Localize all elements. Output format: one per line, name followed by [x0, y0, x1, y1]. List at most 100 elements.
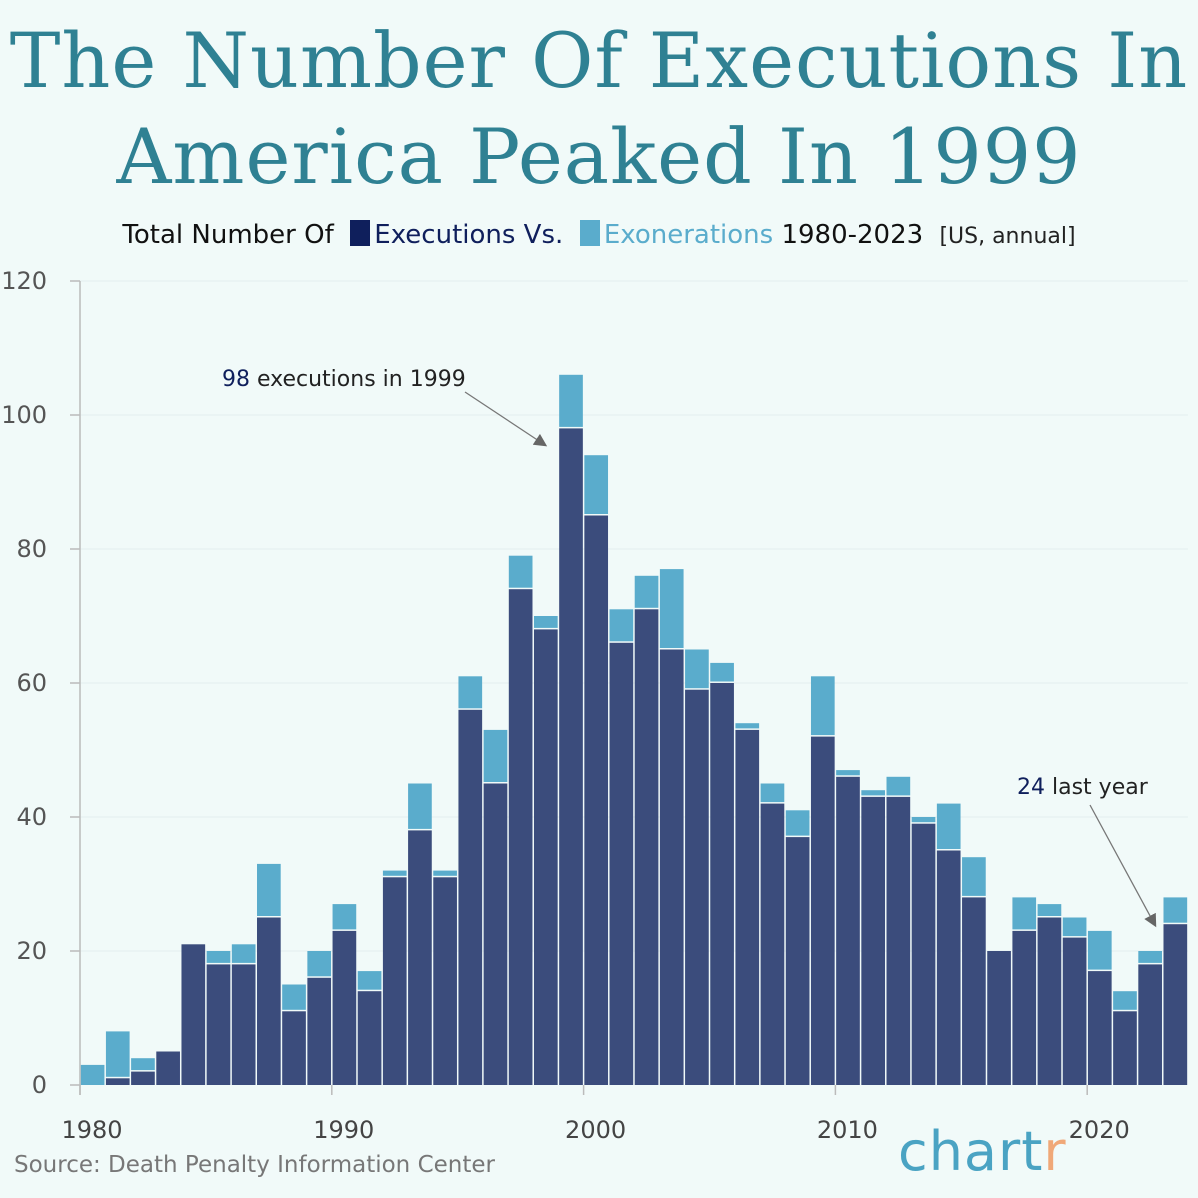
x-tick-label: 2020 — [1069, 1116, 1130, 1144]
y-tick-label: 60 — [16, 669, 47, 697]
legend-subtitle: Total Number Of Executions Vs. Exonerati… — [0, 220, 1198, 250]
annotation-arrow — [1089, 804, 1157, 928]
bar-executions-2005 — [710, 683, 734, 1085]
annotation-value: 24 — [1017, 775, 1045, 800]
bar-executions-1988 — [282, 1011, 306, 1085]
bar-exonerations-2003 — [659, 569, 684, 648]
annotation-arrow — [464, 391, 548, 447]
x-tick-label: 1990 — [313, 1116, 374, 1144]
bar-executions-1990 — [332, 930, 357, 1085]
bar-exonerations-2006 — [735, 723, 760, 729]
bar-executions-1985 — [206, 964, 231, 1085]
bar-executions-2003 — [659, 649, 684, 1085]
legend-swatch-exonerations — [579, 220, 600, 246]
y-tick-label: 20 — [16, 937, 47, 965]
bar-executions-1996 — [483, 783, 508, 1085]
annotation-1999: 98 executions in 1999 — [222, 367, 466, 392]
bar-exonerations-2018 — [1037, 904, 1062, 916]
y-tick-label: 80 — [16, 535, 47, 563]
bar-executions-1995 — [458, 709, 483, 1085]
bar-executions-1991 — [357, 991, 382, 1085]
y-tick-label: 100 — [1, 401, 47, 429]
bar-executions-2016 — [987, 951, 1011, 1085]
bar-exonerations-2019 — [1062, 917, 1087, 937]
bar-executions-1999 — [559, 428, 583, 1085]
annotation-value: 98 — [222, 367, 250, 392]
legend-swatch-executions — [350, 220, 371, 246]
bar-executions-2019 — [1062, 937, 1087, 1085]
bar-exonerations-1995 — [458, 676, 483, 709]
bar-executions-1992 — [382, 877, 407, 1085]
bar-exonerations-2011 — [861, 790, 886, 796]
subtitle-prefix: Total Number Of — [122, 220, 334, 250]
annotation-text: last year — [1045, 775, 1149, 800]
annotation-text: executions in 1999 — [250, 367, 466, 392]
x-tick-label: 2010 — [817, 1116, 878, 1144]
bar-executions-2006 — [735, 729, 760, 1085]
bar-exonerations-1999 — [559, 374, 583, 427]
bar-exonerations-1993 — [408, 783, 432, 829]
bar-exonerations-2010 — [836, 770, 860, 776]
bar-exonerations-2008 — [785, 810, 810, 836]
bar-executions-2008 — [785, 837, 810, 1085]
bar-executions-2011 — [861, 796, 886, 1085]
bar-exonerations-1986 — [231, 944, 256, 963]
bar-executions-2013 — [911, 823, 936, 1085]
bar-executions-1984 — [181, 944, 206, 1085]
bar-executions-2002 — [634, 609, 659, 1085]
bar-exonerations-1985 — [206, 951, 231, 963]
bar-executions-1989 — [307, 977, 332, 1085]
bar-exonerations-1992 — [382, 870, 407, 876]
bar-executions-2020 — [1087, 971, 1112, 1085]
bar-executions-2009 — [810, 736, 835, 1085]
bar-exonerations-1981 — [105, 1031, 130, 1077]
bar-exonerations-1998 — [533, 616, 558, 628]
bar-exonerations-1996 — [483, 729, 508, 782]
y-tick-label: 40 — [16, 803, 47, 831]
bar-exonerations-2009 — [810, 676, 835, 736]
bar-executions-2017 — [1012, 930, 1037, 1085]
bar-executions-1982 — [131, 1071, 155, 1085]
annotation-2023: 24 last year — [1017, 775, 1149, 800]
bar-executions-1981 — [105, 1078, 130, 1085]
bar-exonerations-2004 — [685, 649, 709, 689]
bar-exonerations-1991 — [357, 971, 382, 990]
bar-executions-1983 — [156, 1051, 180, 1085]
chart-title-line-2: America Peaked In 1999 — [116, 112, 1082, 201]
bar-executions-2000 — [584, 515, 609, 1085]
bar-executions-2007 — [760, 803, 785, 1085]
source-note: Source: Death Penalty Information Center — [14, 1152, 495, 1178]
bar-exonerations-1997 — [508, 555, 533, 588]
bar-executions-2015 — [962, 897, 986, 1085]
bar-exonerations-1994 — [433, 870, 457, 876]
bar-executions-2023 — [1163, 924, 1188, 1085]
x-tick-label: 2000 — [565, 1116, 626, 1144]
bar-exonerations-2005 — [710, 662, 734, 682]
bar-exonerations-1982 — [131, 1058, 155, 1071]
bar-exonerations-2022 — [1138, 951, 1162, 963]
bar-exonerations-2000 — [584, 455, 609, 514]
bar-executions-1986 — [231, 964, 256, 1085]
bar-executions-2004 — [685, 689, 709, 1085]
bar-exonerations-1987 — [257, 863, 281, 916]
bar-exonerations-2012 — [886, 776, 911, 796]
y-tick-label: 120 — [1, 267, 47, 295]
bar-exonerations-2007 — [760, 783, 785, 803]
bar-exonerations-2015 — [962, 857, 986, 896]
bar-exonerations-2002 — [634, 575, 659, 608]
bar-exonerations-2021 — [1113, 991, 1137, 1010]
bar-exonerations-2023 — [1163, 897, 1188, 923]
subtitle-range: 1980-2023 — [781, 220, 924, 250]
bar-executions-2001 — [609, 642, 634, 1085]
bar-executions-1993 — [408, 830, 432, 1085]
bar-exonerations-2020 — [1087, 930, 1112, 970]
bar-exonerations-1980 — [80, 1064, 105, 1085]
bar-exonerations-2014 — [936, 803, 961, 849]
bar-executions-2010 — [836, 776, 860, 1085]
bar-executions-1998 — [533, 629, 558, 1085]
chart-title-line-1: The Number Of Executions In — [9, 16, 1189, 105]
y-tick-label: 0 — [32, 1071, 47, 1099]
bar-exonerations-1989 — [307, 951, 332, 977]
